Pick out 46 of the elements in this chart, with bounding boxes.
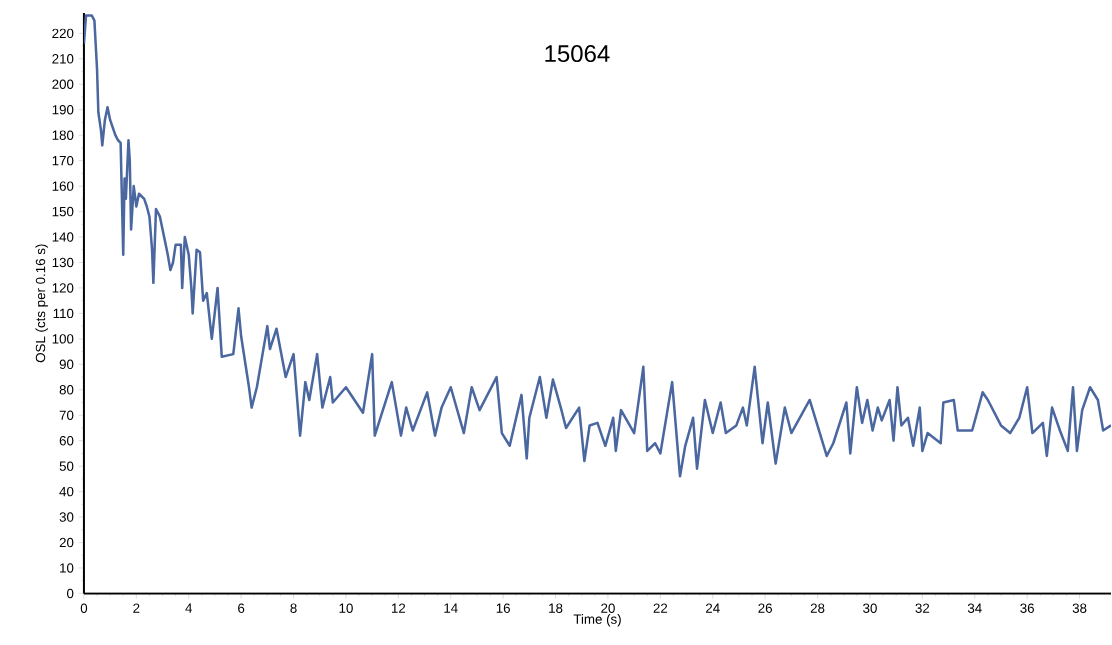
x-tick-label: 6 bbox=[238, 603, 245, 613]
y-tick-label: 210 bbox=[52, 53, 74, 64]
y-tick-label: 80 bbox=[59, 384, 74, 395]
y-tick-label: 180 bbox=[52, 130, 74, 140]
y-tick-label: 220 bbox=[52, 28, 74, 38]
y-tick-label: 90 bbox=[59, 359, 74, 369]
y-tick-label: 160 bbox=[52, 181, 74, 191]
y-tick-label: 20 bbox=[59, 537, 74, 548]
y-tick-label: 190 bbox=[52, 104, 74, 115]
x-tick-label: 12 bbox=[391, 603, 406, 613]
x-tick-label: 36 bbox=[1020, 603, 1034, 613]
y-tick-label: 50 bbox=[59, 461, 74, 471]
x-tick-label: 8 bbox=[290, 603, 297, 613]
y-tick-label: 170 bbox=[52, 155, 74, 166]
y-tick-label: 0 bbox=[67, 588, 74, 598]
y-tick-label: 140 bbox=[52, 232, 74, 242]
y-tick-label: 200 bbox=[52, 79, 74, 89]
x-tick-label: 24 bbox=[706, 603, 720, 613]
y-tick-label: 70 bbox=[59, 410, 74, 420]
x-tick-label: 10 bbox=[339, 603, 353, 613]
x-tick-label: 0 bbox=[80, 603, 88, 613]
x-tick-label: 16 bbox=[496, 603, 510, 613]
y-tick-label: 40 bbox=[59, 486, 74, 497]
x-tick-label: 18 bbox=[549, 603, 563, 613]
x-tick-label: 34 bbox=[967, 603, 982, 613]
x-tick-label: 38 bbox=[1072, 603, 1087, 613]
x-tick-label: 26 bbox=[758, 603, 772, 613]
y-tick-label: 120 bbox=[52, 283, 74, 293]
y-tick-label: 100 bbox=[52, 333, 74, 344]
y-tick-label: 30 bbox=[59, 512, 74, 522]
x-axis-title: Time (s) bbox=[573, 613, 621, 627]
y-tick-label: 150 bbox=[52, 206, 74, 217]
x-tick-label: 30 bbox=[863, 603, 877, 613]
x-tick-label: 28 bbox=[810, 603, 825, 613]
y-tick-label: 110 bbox=[53, 308, 74, 318]
y-axis-title: OSL (cts per 0.16 s) bbox=[35, 244, 48, 362]
x-tick-label: 20 bbox=[601, 603, 615, 613]
text: 15064 bbox=[545, 44, 610, 62]
x-tick-label: 4 bbox=[185, 603, 193, 613]
y-tick-label: 60 bbox=[59, 435, 74, 446]
x-tick-label: 32 bbox=[915, 603, 930, 613]
y-tick-label: 10 bbox=[60, 563, 74, 573]
x-tick-label: 14 bbox=[444, 603, 458, 613]
x-tick-label: 2 bbox=[133, 603, 140, 613]
y-tick-label: 130 bbox=[52, 257, 74, 267]
x-tick-label: 22 bbox=[653, 603, 668, 613]
